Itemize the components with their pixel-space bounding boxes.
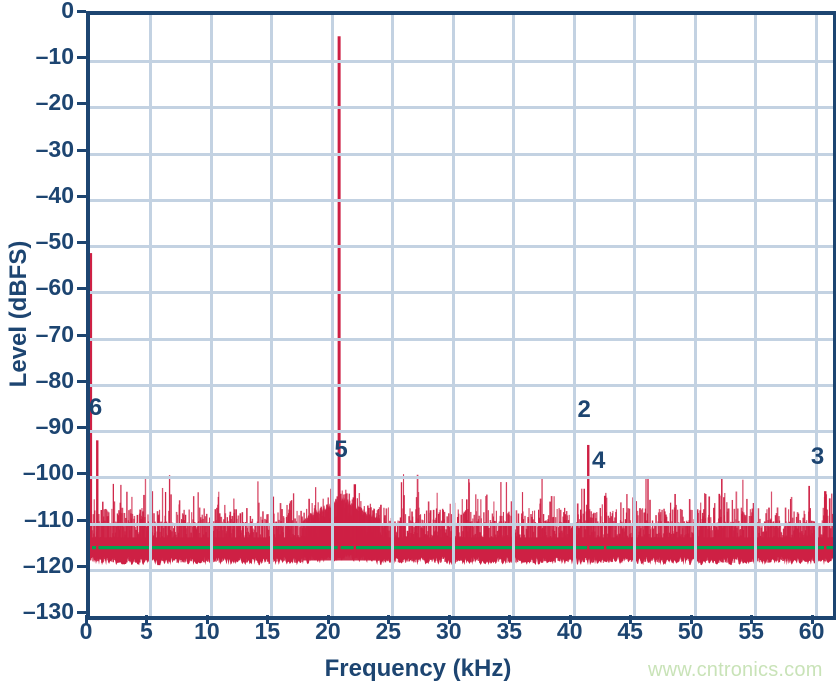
x-tick-mark <box>750 615 754 624</box>
x-tick-mark <box>508 615 512 624</box>
x-tick-mark <box>810 615 814 624</box>
y-tick-neg120: –120 <box>22 551 74 578</box>
gridline-horizontal <box>90 430 833 434</box>
gridline-horizontal <box>90 60 833 64</box>
peak-label-5: 5 <box>334 435 348 463</box>
y-tick-mark <box>77 333 86 337</box>
gridline-vertical <box>270 15 274 616</box>
gridline-horizontal <box>90 337 833 341</box>
gridline-vertical <box>693 15 697 616</box>
y-tick-neg80: –80 <box>35 366 74 393</box>
y-tick-mark <box>77 102 86 106</box>
y-axis-title: Level (dBFS) <box>5 240 32 388</box>
gridline-horizontal <box>90 522 833 526</box>
x-tick-50: 50 <box>677 618 704 644</box>
x-tick-60: 60 <box>798 618 825 644</box>
x-tick-mark <box>326 615 330 624</box>
x-tick-10: 10 <box>194 618 220 644</box>
watermark: www.cntronics.com <box>648 659 823 681</box>
gridline-horizontal <box>90 198 833 202</box>
y-tick-mark <box>77 241 86 245</box>
y-tick-neg110: –110 <box>24 505 74 532</box>
x-tick-mark <box>447 615 451 624</box>
y-tick-mark <box>77 426 86 430</box>
peak-label-4: 4 <box>591 447 606 475</box>
y-tick-mark <box>77 379 86 383</box>
x-tick-mark <box>629 615 633 624</box>
gridline-vertical <box>451 15 455 616</box>
gridline-vertical <box>512 15 516 616</box>
x-tick-mark <box>205 615 209 624</box>
x-tick-mark <box>387 615 391 624</box>
y-tick-mark <box>77 10 86 13</box>
x-tick-40: 40 <box>556 618 583 644</box>
x-tick-55: 55 <box>738 618 764 644</box>
gridline-vertical <box>149 15 153 616</box>
gridline-horizontal <box>90 291 833 295</box>
gridline-vertical <box>572 15 576 616</box>
y-tick-mark <box>77 611 86 614</box>
gridline-vertical <box>209 15 213 616</box>
x-tick-mark <box>266 615 270 624</box>
x-tick-20: 20 <box>315 618 341 644</box>
gridline-vertical <box>754 15 758 616</box>
x-tick-mark <box>85 615 88 624</box>
y-tick-neg130: –130 <box>22 598 74 624</box>
y-tick-mark <box>77 564 86 568</box>
x-tick-30: 30 <box>435 618 462 644</box>
y-tick-mark <box>77 472 86 476</box>
reference-noise-line <box>90 546 833 550</box>
peak-label-2: 2 <box>577 396 591 424</box>
y-tick-0: 0 <box>61 0 74 23</box>
gridline-horizontal <box>90 152 833 156</box>
x-tick-35: 35 <box>496 618 523 644</box>
x-tick-mark <box>145 615 149 624</box>
plot-area <box>86 11 836 620</box>
x-tick-45: 45 <box>617 618 643 644</box>
gridline-horizontal <box>90 106 833 110</box>
y-tick-neg20: –20 <box>35 89 74 116</box>
gridline-vertical <box>391 15 395 616</box>
gridline-horizontal <box>90 383 833 387</box>
spectrum-trace <box>90 36 833 566</box>
gridline-horizontal <box>90 476 833 480</box>
x-axis-title: Frequency (kHz) <box>324 655 512 682</box>
y-tick-neg100: –100 <box>22 459 74 486</box>
y-tick-mark <box>77 287 86 291</box>
y-tick-neg60: –60 <box>35 274 74 301</box>
gridline-vertical <box>814 15 818 616</box>
y-tick-neg40: –40 <box>35 181 74 208</box>
x-tick-25: 25 <box>375 618 402 644</box>
y-tick-neg10: –10 <box>35 43 74 70</box>
x-tick-mark <box>568 615 572 624</box>
peak-label-6: 6 <box>88 394 103 422</box>
gridline-horizontal <box>90 568 833 572</box>
y-tick-neg50: –50 <box>35 228 74 255</box>
gridline-vertical <box>330 15 334 616</box>
x-tick-15: 15 <box>254 618 281 644</box>
gridline-horizontal <box>90 245 833 249</box>
gridline-vertical <box>633 15 637 616</box>
y-tick-mark <box>77 148 86 152</box>
y-tick-mark <box>77 518 86 522</box>
y-tick-mark <box>77 56 86 60</box>
plot-canvas <box>90 15 833 616</box>
x-tick-mark <box>689 615 693 624</box>
y-tick-neg30: –30 <box>35 135 74 162</box>
x-tick-0: 0 <box>79 618 93 644</box>
y-tick-neg70: –70 <box>35 320 74 347</box>
x-tick-5: 5 <box>140 618 153 644</box>
peak-label-3: 3 <box>810 442 825 470</box>
y-tick-mark <box>77 194 86 198</box>
y-tick-neg90: –90 <box>35 413 74 440</box>
